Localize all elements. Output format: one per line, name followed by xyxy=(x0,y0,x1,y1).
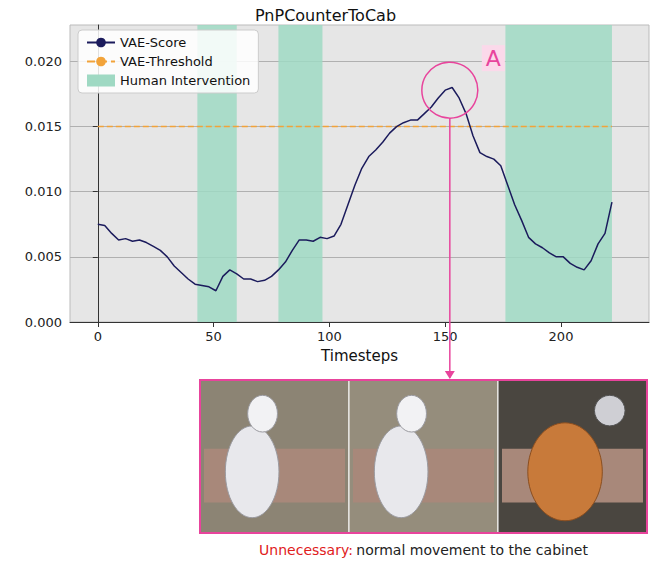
svg-text:50: 50 xyxy=(205,329,222,344)
svg-text:VAE-Threshold: VAE-Threshold xyxy=(120,54,213,69)
svg-text:200: 200 xyxy=(549,329,574,344)
svg-text:PnPCounterToCab: PnPCounterToCab xyxy=(255,6,396,25)
svg-text:0.015: 0.015 xyxy=(25,119,62,134)
svg-text:0.020: 0.020 xyxy=(25,54,62,69)
svg-text:150: 150 xyxy=(433,329,458,344)
svg-text:A: A xyxy=(486,46,501,71)
svg-text:0.005: 0.005 xyxy=(25,249,62,264)
svg-text:Human Intervention: Human Intervention xyxy=(120,73,250,88)
svg-text:Timesteps: Timesteps xyxy=(320,347,398,365)
svg-text:Unnecessary:: Unnecessary: xyxy=(259,542,353,558)
svg-text:0.010: 0.010 xyxy=(25,184,62,199)
svg-text:100: 100 xyxy=(317,329,342,344)
svg-text:normal movement to the cabinet: normal movement to the cabinet xyxy=(356,542,588,558)
svg-text:VAE-Score: VAE-Score xyxy=(120,35,186,50)
svg-text:0.000: 0.000 xyxy=(25,315,62,330)
svg-text:0: 0 xyxy=(94,329,102,344)
